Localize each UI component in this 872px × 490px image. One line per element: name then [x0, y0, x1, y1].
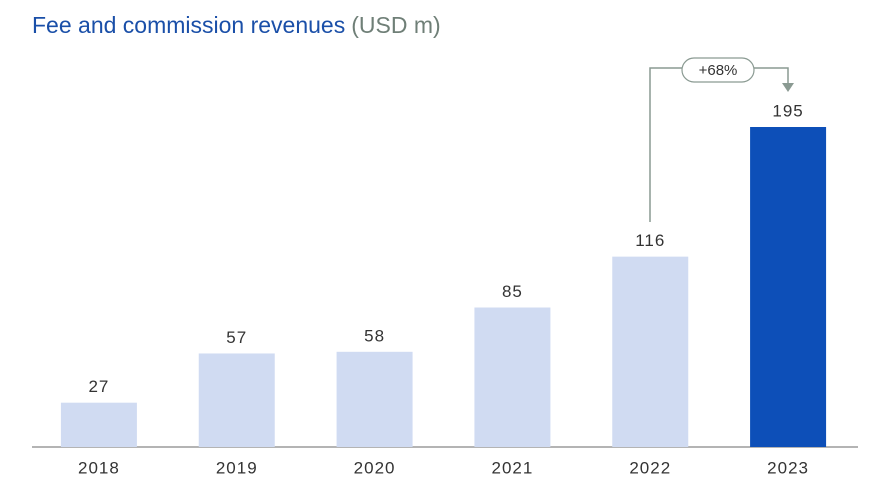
- bar: [612, 256, 689, 447]
- x-tick-label: 2019: [216, 458, 258, 477]
- x-tick-label: 2023: [767, 458, 809, 477]
- bar: [336, 351, 413, 447]
- value-label: 85: [502, 282, 523, 301]
- bar: [60, 402, 137, 447]
- value-label: 57: [226, 328, 247, 347]
- annotation: +68%: [699, 62, 738, 79]
- bar: [750, 127, 827, 447]
- chart-title: Fee and commission revenues: [32, 12, 345, 38]
- x-tick-label: 2020: [354, 458, 396, 477]
- annotation-bubble: [681, 57, 755, 83]
- value-label: 116: [635, 231, 665, 250]
- bar: [198, 353, 275, 447]
- chart-unit: (USD m): [351, 12, 440, 38]
- value-label: 58: [364, 326, 385, 345]
- arrow-head: [782, 83, 794, 92]
- bar: [474, 307, 551, 447]
- chart-title-group: Fee and commission revenues (USD m): [32, 12, 441, 38]
- x-tick-label: 2021: [492, 458, 534, 477]
- value-label: 27: [88, 377, 109, 396]
- x-tick-label: 2018: [78, 458, 120, 477]
- value-label: 195: [772, 101, 803, 120]
- x-tick-label: 2022: [629, 458, 671, 477]
